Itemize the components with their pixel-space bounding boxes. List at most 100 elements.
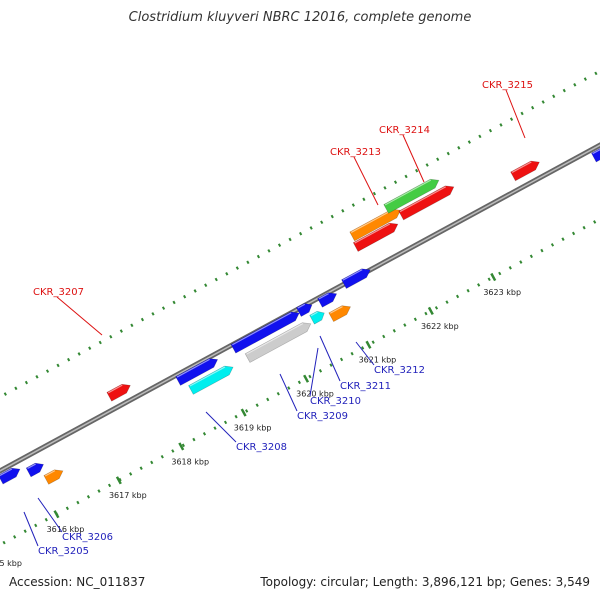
track-tick-minus [245, 409, 249, 413]
gene-label[interactable]: CKR_3210 [310, 396, 361, 407]
track-tick-plus [478, 134, 482, 139]
track-tick-plus [404, 174, 408, 179]
gene-arrow-highlight [232, 312, 292, 346]
gene-arrow[interactable] [317, 289, 339, 308]
gene-arrow-body [352, 222, 399, 252]
track-tick-minus [308, 374, 312, 379]
track-tick-plus [573, 83, 577, 87]
gene-arrow-highlight [350, 209, 393, 233]
gene-arrow-body [188, 365, 234, 395]
track-tick-plus [98, 340, 102, 345]
track-tick-plus [161, 306, 166, 310]
tick-label: 3615 kbp [0, 559, 22, 568]
gene-leader-line [56, 296, 103, 336]
gene-arrow-ckr-3212[interactable] [341, 265, 373, 289]
track-tick-minus [350, 351, 354, 356]
gene-arrow-ckr-3210[interactable] [309, 309, 327, 325]
track-tick-minus [392, 328, 396, 333]
track-tick-plus [531, 105, 535, 110]
track-tick-minus [23, 529, 27, 533]
track-tick-plus [362, 197, 366, 202]
track-tick-plus [246, 260, 250, 265]
track-tick-plus [3, 392, 7, 396]
tick-label: 3616 kbp [47, 525, 85, 534]
tick-label: 3620 kbp [296, 390, 334, 399]
gene-arrow-ckr-3205[interactable] [25, 460, 46, 478]
gene-arrow[interactable] [296, 301, 314, 317]
track-tick-plus [288, 237, 292, 242]
gene-label[interactable]: CKR_3214 [379, 125, 430, 136]
tick-label: 3617 kbp [109, 491, 147, 500]
track-tick-minus [466, 288, 470, 293]
gene-arrow-body [349, 208, 401, 242]
track-tick-minus [2, 540, 6, 545]
track-tick-minus [181, 443, 185, 448]
gene-leader-line [37, 497, 63, 533]
track-tick-plus [119, 329, 123, 333]
gene-arrow-body [244, 322, 312, 363]
track-tick-plus [24, 380, 29, 385]
track-tick-plus [446, 151, 450, 156]
tick-label: 3619 kbp [234, 423, 272, 432]
track-tick-plus [562, 88, 566, 93]
gene-arrow-highlight [318, 293, 329, 300]
gene-label[interactable]: CKR_3212 [374, 365, 425, 376]
track-tick-minus [403, 323, 407, 327]
gene-arrow-body [328, 305, 351, 323]
gene-arrow-highlight [592, 144, 600, 155]
track-tick-plus [488, 128, 493, 133]
track-tick-plus [594, 71, 598, 76]
track-tick-minus [318, 369, 323, 373]
track-tick-minus [361, 346, 365, 350]
track-tick-minus [371, 340, 375, 345]
gene-label[interactable]: CKR_3207 [33, 287, 84, 298]
gene-arrow[interactable] [0, 465, 22, 485]
gene-arrow-highlight [399, 186, 447, 213]
gene-arrow-ckr-3206[interactable] [43, 466, 65, 485]
gene-arrow[interactable] [398, 183, 457, 221]
gene-arrow[interactable] [591, 141, 600, 163]
gene-label[interactable]: CKR_3206 [62, 532, 113, 543]
gene-arrow-ckr-3207[interactable] [106, 381, 133, 402]
gene-label[interactable]: CKR_3213 [330, 147, 381, 158]
gene-arrow[interactable] [230, 309, 302, 354]
track-tick-plus [583, 77, 587, 81]
gene-arrow-highlight [189, 366, 226, 387]
track-tick-minus [561, 237, 565, 241]
gene-arrow-highlight [342, 269, 363, 281]
gene-arrow[interactable] [352, 220, 400, 252]
gene-label[interactable]: CKR_3208 [236, 442, 287, 453]
map-title: Clostridium kluyveri NBRC 12016, complet… [128, 10, 472, 25]
gene-arrow[interactable] [175, 355, 220, 386]
track-tick-plus [541, 100, 545, 104]
track-tick-minus [276, 391, 280, 396]
track-tick-minus [382, 334, 386, 339]
track-tick-minus [571, 231, 576, 236]
track-tick-plus [425, 163, 429, 167]
gene-label[interactable]: CKR_3211 [340, 381, 391, 392]
gene-label[interactable]: CKR_3209 [297, 411, 348, 422]
track-tick-plus [509, 117, 514, 121]
gene-arrow-ckr-3208[interactable] [188, 363, 236, 395]
gene-leader-line [279, 373, 298, 412]
track-tick-minus [213, 426, 217, 430]
track-tick-plus [130, 323, 134, 328]
track-tick-minus [550, 243, 555, 247]
track-tick-plus [214, 277, 218, 282]
track-tick-plus [457, 146, 461, 150]
gene-arrow-ckr-3213[interactable] [349, 206, 403, 242]
track-tick-plus [436, 157, 440, 162]
gene-arrow-highlight [310, 311, 318, 317]
major-tick [53, 510, 60, 519]
track-tick-minus [540, 248, 544, 253]
track-tick-minus [508, 265, 512, 270]
gene-label[interactable]: CKR_3205 [38, 546, 89, 557]
gene-arrow-highlight [246, 323, 304, 355]
track-tick-plus [35, 375, 39, 379]
gene-arrow-ckr-3215[interactable] [510, 158, 542, 182]
track-tick-minus [498, 271, 502, 276]
gene-arrow-ckr-3209[interactable] [244, 319, 313, 363]
gene-label[interactable]: CKR_3215 [482, 80, 533, 91]
gene-arrow-ckr-3214[interactable] [383, 176, 442, 214]
gene-arrow-ckr-3211[interactable] [328, 302, 353, 323]
